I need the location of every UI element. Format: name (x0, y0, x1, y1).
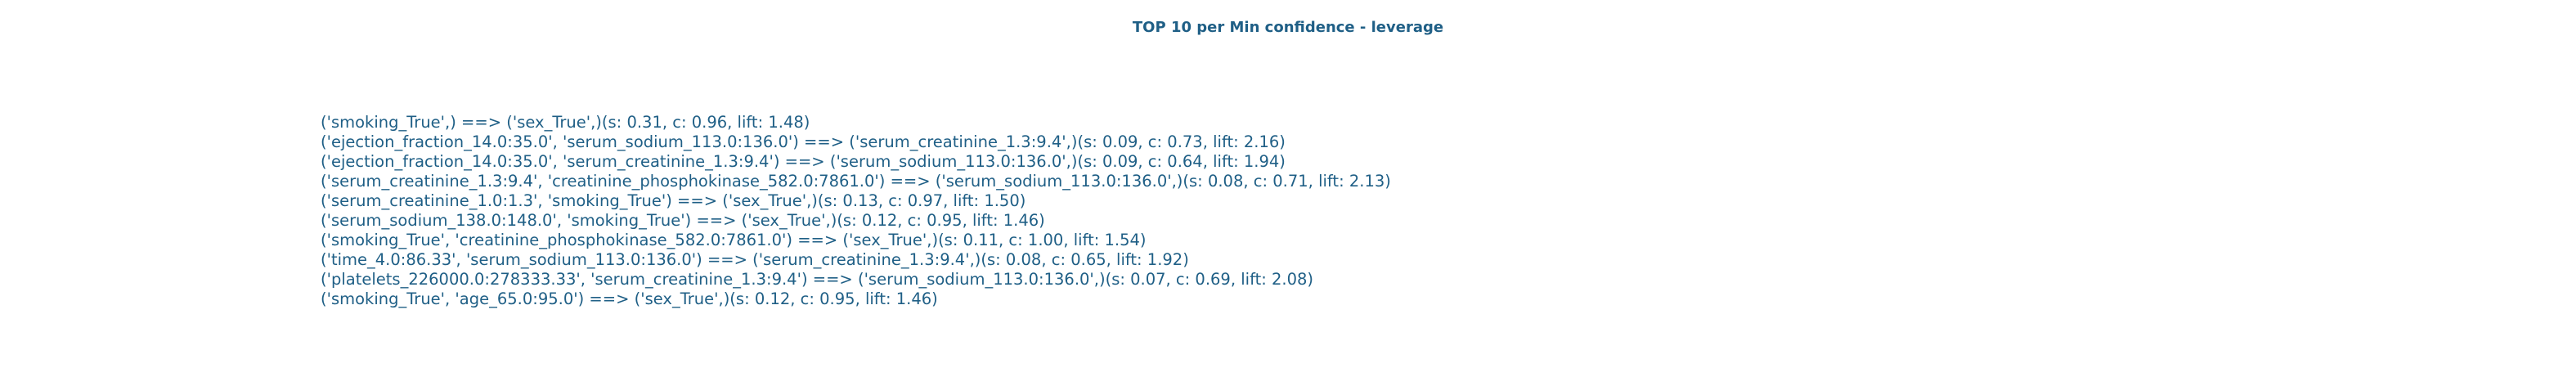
association-rules-list: ('smoking_True',) ==> ('sex_True',)(s: 0… (321, 113, 1391, 309)
rule-line-4: ('serum_creatinine_1.3:9.4', 'creatinine… (321, 172, 1391, 191)
rule-line-1: ('smoking_True',) ==> ('sex_True',)(s: 0… (321, 113, 810, 132)
rule-line-8: ('time_4.0:86.33', 'serum_sodium_113.0:1… (321, 250, 1189, 269)
rule-line-2: ('ejection_fraction_14.0:35.0', 'serum_s… (321, 132, 1286, 151)
page-title: TOP 10 per Min confidence - leverage (1132, 19, 1444, 36)
rule-line-6: ('serum_sodium_138.0:148.0', 'smoking_Tr… (321, 211, 1045, 230)
rule-line-9: ('platelets_226000.0:278333.33', 'serum_… (321, 270, 1314, 289)
rule-line-5: ('serum_creatinine_1.0:1.3', 'smoking_Tr… (321, 191, 1026, 210)
rule-line-7: ('smoking_True', 'creatinine_phosphokina… (321, 231, 1147, 249)
rule-line-10: ('smoking_True', 'age_65.0:95.0') ==> ('… (321, 289, 938, 308)
rule-line-3: ('ejection_fraction_14.0:35.0', 'serum_c… (321, 152, 1286, 171)
